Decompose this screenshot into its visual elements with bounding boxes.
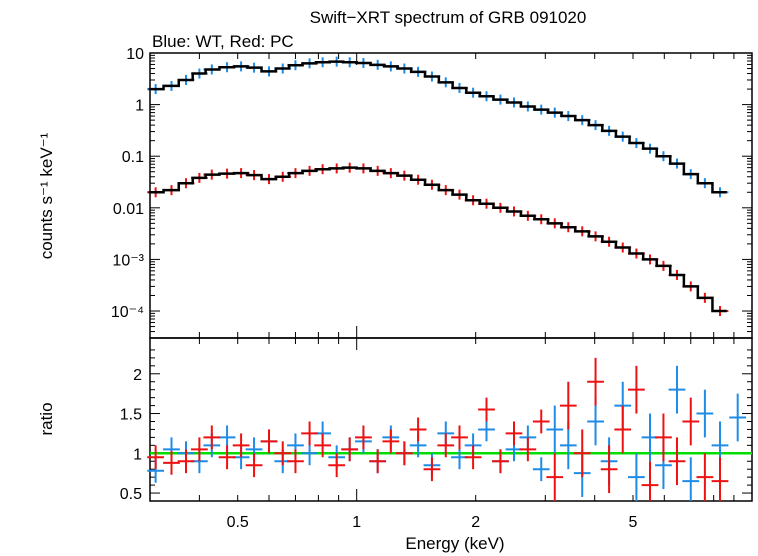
y-tick-label: 10: [126, 46, 144, 63]
y-tick-label: 10⁻⁴: [111, 304, 144, 321]
y-tick-label: 0.5: [120, 486, 142, 503]
x-tick-label: 2: [471, 514, 480, 531]
chart-title: Swift−XRT spectrum of GRB 091020: [310, 8, 587, 27]
bottom-frame: [149, 337, 753, 502]
y-tick-label: 0.1: [122, 149, 144, 166]
chart-subtitle: Blue: WT, Red: PC: [152, 32, 294, 51]
top-frame: [149, 52, 753, 339]
model-line-wt: [148, 60, 727, 194]
y-axis-label-top: counts s⁻¹ keV⁻¹: [37, 132, 56, 259]
y-tick-label: 2: [133, 367, 142, 384]
x-tick-label: 0.5: [227, 514, 249, 531]
x-axis-label: Energy (keV): [405, 534, 504, 553]
y-tick-label: 1: [133, 446, 142, 463]
y-tick-label: 0.01: [113, 201, 144, 218]
y-tick-label: 1: [135, 98, 144, 115]
model-line-pc: [148, 166, 727, 313]
x-tick-label: 1: [352, 514, 361, 531]
ratio-panel: 0.5 1 1.5 2 0.5 1 2 5: [120, 337, 753, 531]
x-tick-label: 5: [629, 514, 638, 531]
spectrum-panel: 10 1 0.1 0.01 10⁻³ 10⁻⁴: [111, 46, 753, 339]
y-tick-label: 10⁻³: [112, 252, 144, 269]
y-tick-label: 1.5: [120, 407, 142, 424]
y-axis-label-bottom: ratio: [37, 402, 56, 435]
